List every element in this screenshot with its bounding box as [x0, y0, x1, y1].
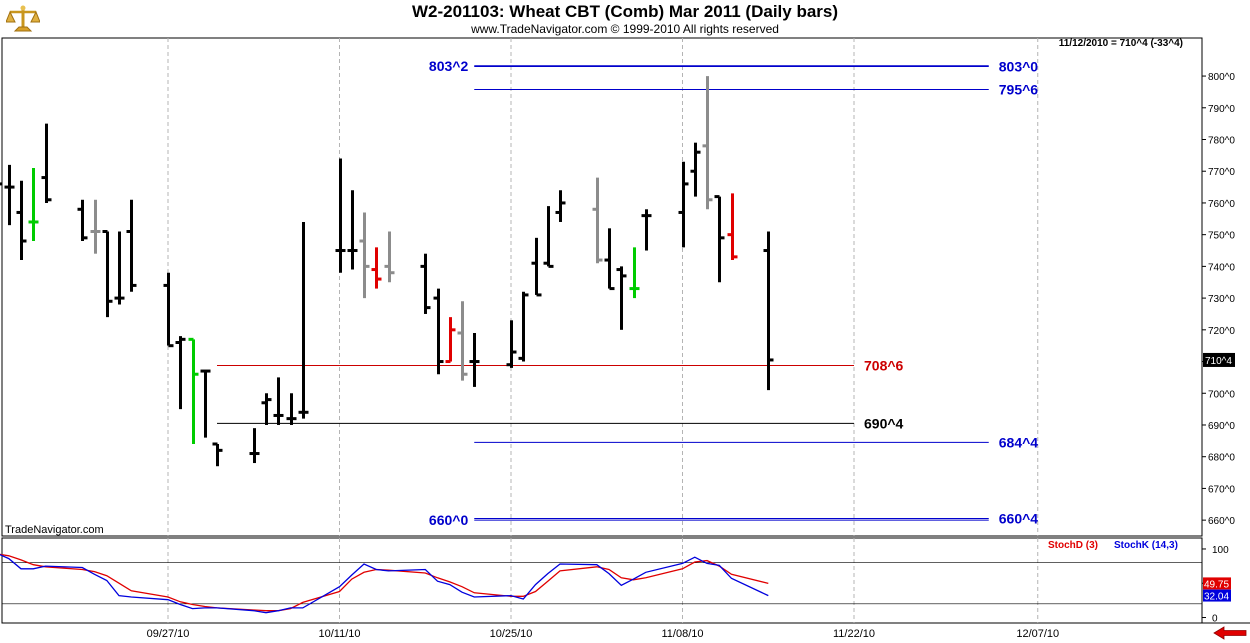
y-tick-label: 100	[1212, 545, 1229, 556]
ohlc-bar	[543, 206, 554, 268]
ohlc-bar	[175, 336, 186, 410]
ohlc-bar	[273, 377, 284, 425]
y-tick-label: 670^0	[1208, 484, 1235, 495]
ohlc-bar	[604, 228, 615, 291]
ohlc-bar	[77, 199, 88, 242]
ohlc-bar	[41, 123, 52, 203]
x-tick-label: 11/08/10	[661, 628, 703, 640]
price-axis: 660^0670^0680^0690^0700^0710^0720^0730^0…	[1202, 72, 1235, 527]
ohlc-bar	[555, 190, 566, 222]
y-tick-label: 730^0	[1208, 294, 1235, 305]
level-label: 660^0	[429, 512, 469, 528]
ohlc-bar	[347, 190, 358, 270]
price-bars	[0, 76, 774, 467]
x-tick-label: 10/25/10	[490, 628, 533, 640]
y-tick-label: 740^0	[1208, 262, 1235, 273]
ohlc-bar	[433, 288, 444, 375]
last-quote-text: 11/12/2010 = 710^4 (-33^4)	[1059, 38, 1183, 49]
y-tick-label: 760^0	[1208, 199, 1235, 210]
ohlc-bar	[518, 291, 529, 362]
ohlc-bar	[763, 231, 774, 391]
level-label: 803^0	[999, 59, 1039, 75]
y-tick-label: 750^0	[1208, 231, 1235, 242]
stoch-line-d	[0, 553, 769, 612]
price-panel-frame	[1, 37, 1203, 537]
scroll-left-arrow-icon[interactable]	[1213, 626, 1247, 640]
ohlc-bar	[249, 428, 260, 464]
level-label: 795^6	[999, 82, 1039, 98]
ohlc-bar	[28, 168, 39, 242]
y-tick-label: 0	[1212, 614, 1218, 625]
y-tick-label: 780^0	[1208, 136, 1235, 147]
y-tick-label: 690^0	[1208, 421, 1235, 432]
level-label: 684^4	[999, 434, 1039, 450]
ohlc-bar	[445, 317, 456, 364]
ohlc-bar	[16, 180, 27, 261]
ohlc-bar	[702, 76, 713, 210]
ohlc-bar	[163, 272, 174, 348]
ohlc-bar	[457, 301, 468, 381]
ohlc-bar	[90, 199, 101, 254]
last-price-tag-text: 710^4	[1205, 356, 1232, 367]
legend-stoch-d: StochD (3)	[1048, 540, 1098, 551]
stoch-d-tag-text: 49.75	[1204, 579, 1229, 590]
level-label: 708^6	[864, 358, 904, 374]
ohlc-bar	[506, 320, 517, 368]
y-tick-label: 660^0	[1208, 516, 1235, 527]
ohlc-bar	[335, 158, 346, 273]
level-label: 690^4	[864, 415, 904, 431]
ohlc-bar	[200, 369, 211, 438]
ohlc-bar	[188, 337, 199, 445]
ohlc-bar	[469, 332, 480, 387]
y-tick-label: 770^0	[1208, 167, 1235, 178]
chart-title: W2-201103: Wheat CBT (Comb) Mar 2011 (Da…	[411, 2, 839, 21]
ohlc-bar	[0, 182, 3, 186]
ohlc-bar	[592, 177, 603, 264]
stoch-d-tag	[1203, 577, 1231, 590]
ohlc-bar	[531, 237, 542, 297]
copyright-text: www.TradeNavigator.com © 1999-2010 All r…	[471, 22, 779, 36]
stoch-k-tag-text: 32.04	[1204, 592, 1229, 603]
ohlc-bar	[616, 266, 627, 330]
y-tick-label: 700^0	[1208, 389, 1235, 400]
x-tick-label: 10/11/10	[318, 628, 360, 640]
level-lines: 803^2 803^0 795^6 708^6 690^4 684^4 660^0 660^4	[217, 58, 1038, 528]
ohlc-bar	[641, 209, 652, 251]
ohlc-bar	[126, 199, 137, 292]
stoch-line-k	[0, 553, 769, 614]
ohlc-bar	[212, 442, 223, 467]
ohlc-bar	[384, 231, 395, 283]
level-label: 660^4	[999, 511, 1039, 527]
ohlc-bar	[298, 221, 309, 419]
ohlc-bar	[690, 142, 701, 197]
legend-stoch-k: StochK (14,3)	[1114, 540, 1178, 551]
ohlc-bar	[114, 231, 125, 305]
x-tick-label: 11/22/10	[833, 628, 875, 640]
y-tick-label: 720^0	[1208, 326, 1235, 337]
ohlc-bar	[420, 253, 431, 314]
stoch-k-tag	[1203, 589, 1231, 602]
ohlc-bar	[371, 247, 382, 289]
date-axis: 09/27/10 10/11/10 10/25/10 11/08/10 11/22/10…	[147, 38, 1059, 640]
ohlc-bar	[261, 393, 272, 425]
stoch-panel-frame	[1, 537, 1203, 624]
logo-text: TradeNavigator.com	[5, 524, 104, 536]
ohlc-bar	[727, 193, 738, 261]
last-price-tag	[1203, 352, 1235, 367]
scales-logo-icon	[6, 5, 40, 32]
ohlc-bar	[714, 195, 725, 283]
ohlc-bar	[4, 164, 15, 226]
x-tick-label: 09/27/10	[147, 628, 190, 640]
y-tick-label: 800^0	[1208, 72, 1235, 83]
y-tick-label: 790^0	[1208, 104, 1235, 115]
level-label: 803^2	[429, 58, 469, 74]
x-tick-label: 12/07/10	[1016, 628, 1059, 640]
y-tick-label: 680^0	[1208, 453, 1235, 464]
ohlc-bar	[629, 247, 640, 299]
ohlc-bar	[678, 161, 689, 248]
ohlc-bar	[286, 393, 297, 425]
ohlc-bar	[102, 229, 113, 318]
ohlc-bar	[359, 212, 370, 299]
